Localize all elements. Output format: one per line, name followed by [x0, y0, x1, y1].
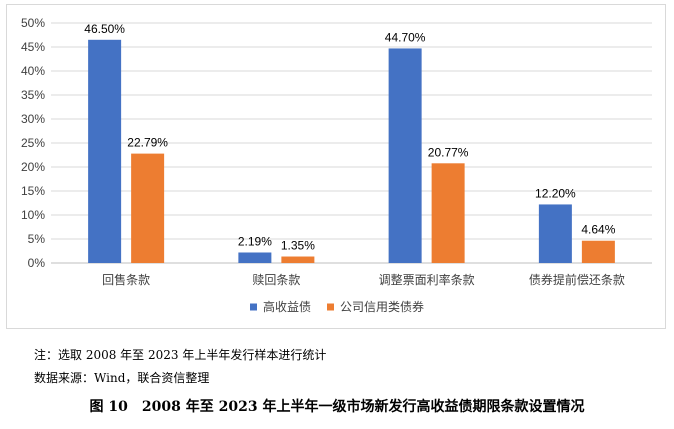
figure-caption: 图 10 2008 年至 2023 年上半年一级市场新发行高收益债期限条款设置情…: [89, 399, 585, 415]
y-tick-label: 40%: [21, 64, 45, 78]
x-tick-label: 赎回条款: [252, 273, 300, 287]
y-tick-label: 50%: [21, 16, 45, 30]
bar: [281, 256, 315, 263]
bar-chart: 0% 5% 10% 15% 20% 25% 30% 35% 40% 45% 50% 46.50% 22.…: [21, 16, 652, 314]
data-label: 44.70%: [385, 30, 426, 44]
legend-label: 公司信用类债券: [340, 299, 424, 314]
bar: [238, 252, 272, 263]
bar: [431, 163, 465, 263]
chart-note: 注：选取 2008 年至 2023 年上半年发行样本进行统计: [34, 348, 327, 362]
x-tick-label: 调整票面利率条款: [379, 272, 475, 287]
legend-label: 高收益债: [263, 299, 311, 314]
y-tick-label: 10%: [21, 208, 45, 222]
data-label: 1.35%: [281, 239, 315, 253]
y-tick-label: 20%: [21, 160, 45, 174]
bar: [538, 204, 572, 263]
x-tick-label: 债券提前偿还条款: [529, 272, 625, 287]
data-label: 2.19%: [238, 234, 272, 248]
chart-frame: 0% 5% 10% 15% 20% 25% 30% 35% 40% 45% 50% 46.50% 22.…: [6, 4, 666, 329]
bar: [388, 48, 422, 263]
bar: [88, 39, 122, 263]
bar: [581, 240, 615, 263]
y-tick-label: 5%: [28, 232, 46, 246]
legend-swatch: [250, 303, 257, 311]
data-label: 4.64%: [581, 223, 615, 237]
data-label: 12.20%: [535, 186, 576, 200]
data-source: 数据来源：Wind，联合资信整理: [34, 371, 210, 385]
data-label: 46.50%: [84, 22, 125, 36]
y-tick-label: 30%: [21, 112, 45, 126]
data-label: 22.79%: [127, 136, 168, 150]
data-label: 20.77%: [428, 145, 469, 159]
y-tick-label: 15%: [21, 184, 45, 198]
y-tick-label: 45%: [21, 40, 45, 54]
legend-swatch: [327, 303, 334, 311]
y-tick-label: 0%: [28, 256, 46, 270]
y-tick-label: 25%: [21, 136, 45, 150]
x-tick-label: 回售条款: [102, 272, 150, 287]
bar: [131, 153, 165, 263]
y-tick-label: 35%: [21, 88, 45, 102]
